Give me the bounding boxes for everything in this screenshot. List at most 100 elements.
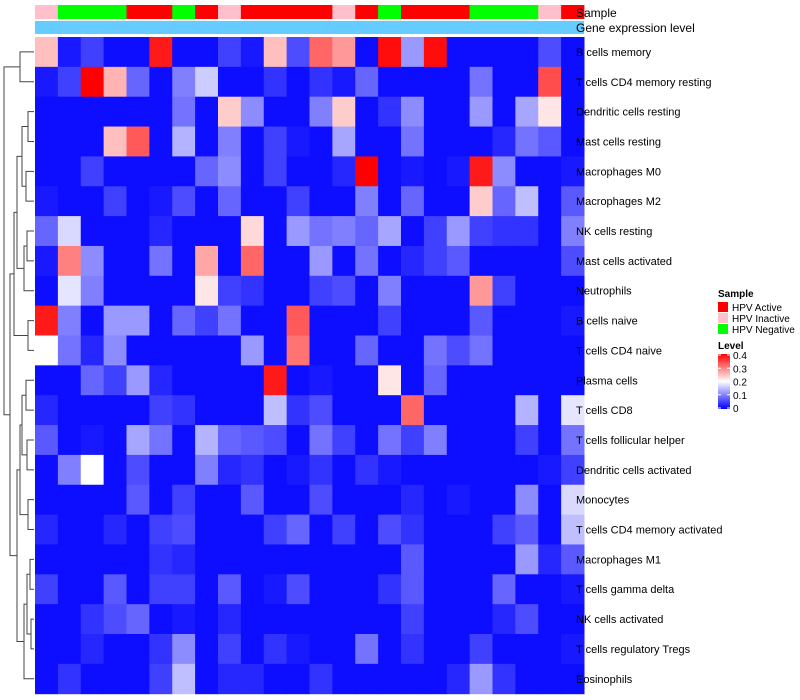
heatmap-cell [103, 216, 127, 247]
heatmap-cell [538, 66, 562, 98]
sample-annotation-cell [401, 5, 425, 19]
heatmap-cell [126, 365, 150, 396]
dendrogram-branch [27, 499, 34, 531]
heatmap-cell [286, 454, 310, 486]
heatmap-cell [126, 663, 150, 695]
heatmap-cell [492, 126, 516, 157]
heatmap-cell [172, 365, 196, 396]
heatmap-cell [80, 245, 105, 277]
heatmap-cell [332, 37, 356, 68]
heatmap-cell [561, 275, 585, 307]
heatmap-cell [538, 484, 562, 516]
heatmap-cell [401, 216, 425, 247]
heatmap-cell [172, 634, 196, 665]
heatmap-cell [309, 245, 333, 277]
row-label: Mast cells activated [576, 256, 672, 268]
heatmap-cell [218, 484, 242, 516]
heatmap-cell [80, 37, 105, 68]
heatmap-cell [515, 96, 539, 128]
heatmap-cell [240, 425, 265, 456]
heatmap-cell [423, 634, 448, 665]
heatmap-cell [218, 275, 242, 307]
heatmap-cell [309, 604, 333, 635]
heatmap-cell [561, 335, 585, 366]
heatmap-cell [126, 634, 150, 665]
heatmap-cell [57, 634, 82, 665]
row-label: Monocytes [576, 495, 630, 507]
heatmap-cell [515, 484, 539, 516]
heatmap-cell [515, 305, 539, 336]
row-label: Dendritic cells resting [576, 107, 681, 119]
heatmap-cell [492, 96, 516, 128]
heatmap-cell [57, 66, 82, 98]
heatmap-cell [35, 454, 59, 486]
heatmap-cell [80, 544, 105, 575]
heatmap-cell [149, 574, 173, 605]
heatmap-cell [103, 634, 127, 665]
heatmap-cell [149, 663, 173, 695]
heatmap-cell [309, 663, 333, 695]
heatmap-cell [515, 126, 539, 157]
heatmap-cell [423, 305, 448, 336]
heatmap-cell [538, 186, 562, 217]
heatmap-cell [469, 663, 493, 695]
heatmap-cell [401, 604, 425, 635]
heatmap-cell [561, 454, 585, 486]
heatmap-cell [263, 484, 288, 516]
heatmap-cell [103, 544, 127, 575]
row-label: T cells gamma delta [576, 584, 675, 596]
sample-annotation-bar [35, 5, 585, 19]
heatmap-cell [561, 514, 585, 545]
row-label: Macrophages M0 [576, 166, 661, 178]
heatmap-cell [401, 66, 425, 98]
heatmap-cell [561, 186, 585, 217]
heatmap-cell [561, 96, 585, 128]
heatmap-cell [515, 574, 539, 605]
heatmap-cell [332, 425, 356, 456]
heatmap-cell [332, 186, 356, 217]
heatmap-cell [35, 126, 59, 157]
heatmap-cell [240, 365, 265, 396]
heatmap-cell [263, 663, 288, 695]
heatmap-cell [126, 395, 150, 426]
heatmap-cell [286, 365, 310, 396]
heatmap-cell [172, 66, 196, 98]
heatmap-cell [218, 96, 242, 128]
heatmap-cell [401, 156, 425, 187]
heatmap-cell [446, 514, 471, 545]
row-label: Eosinophils [576, 674, 633, 686]
heatmap-cell [35, 663, 59, 695]
heatmap-cell [218, 604, 242, 635]
heatmap-cell [57, 514, 82, 545]
heatmap-cell [35, 544, 59, 575]
heatmap-cell [538, 216, 562, 247]
heatmap-cell [80, 96, 105, 128]
sample-annotation-cell [469, 5, 493, 19]
heatmap-cell [80, 275, 105, 307]
heatmap-cell [35, 275, 59, 307]
heatmap-cell [355, 425, 379, 456]
heatmap-cell [103, 96, 127, 128]
heatmap-cell [423, 156, 448, 187]
heatmap-cell [126, 96, 150, 128]
heatmap-cell [561, 544, 585, 575]
heatmap-cell [469, 37, 493, 68]
row-label: Macrophages M2 [576, 196, 661, 208]
legend-level-tick-label: 0.2 [733, 378, 747, 389]
heatmap-cell [355, 156, 379, 187]
heatmap-cell [35, 395, 59, 426]
heatmap-cell [309, 37, 333, 68]
heatmap-cell [401, 514, 425, 545]
heatmap-cell [218, 425, 242, 456]
heatmap-cell [309, 156, 333, 187]
heatmap-cell [492, 365, 516, 396]
heatmap-cell [35, 156, 59, 187]
row-label: B cells memory [576, 47, 652, 59]
heatmap-cell [286, 37, 310, 68]
heatmap-cell [538, 604, 562, 635]
heatmap-cell [263, 126, 288, 157]
heatmap-cell [172, 425, 196, 456]
heatmap-cell [515, 156, 539, 187]
heatmap-cell [263, 275, 288, 307]
heatmap-cell [218, 37, 242, 68]
